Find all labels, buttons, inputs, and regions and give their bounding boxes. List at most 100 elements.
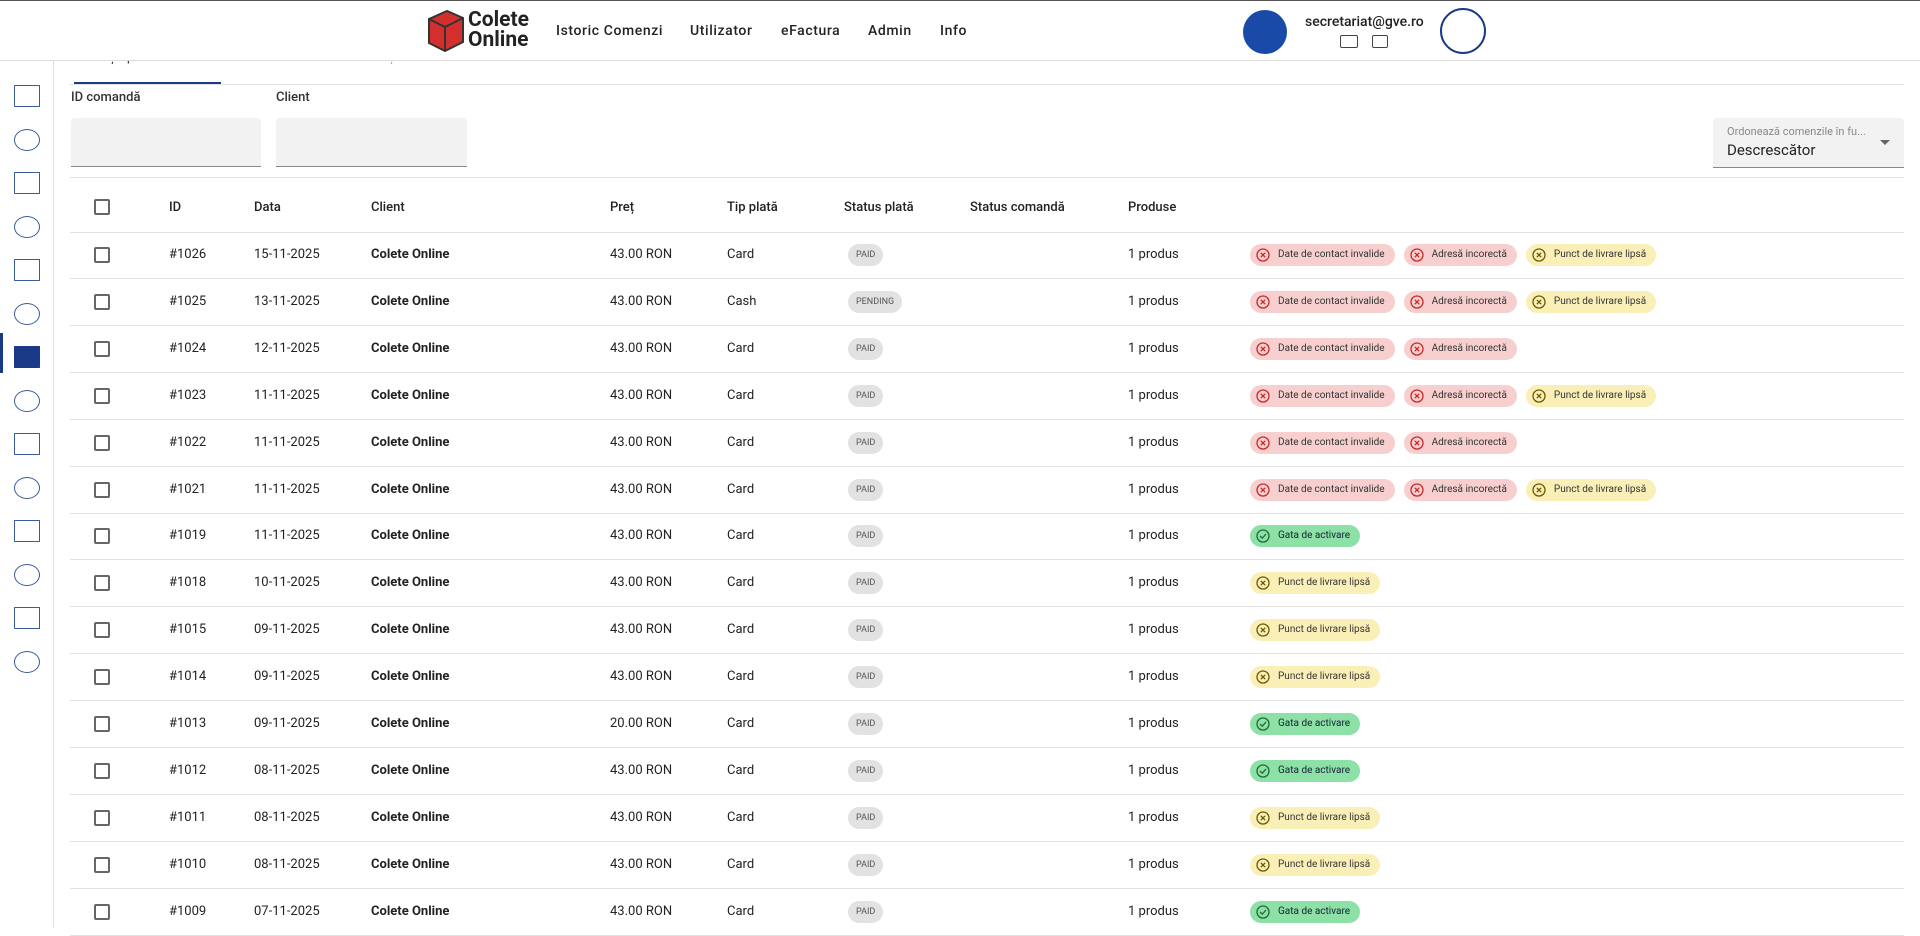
tab-indicator	[74, 82, 221, 84]
cell-date: 11-11-2025	[254, 387, 320, 403]
active-indicator	[0, 333, 3, 373]
sidebar-icon[interactable]	[14, 128, 40, 151]
row-checkbox[interactable]	[94, 293, 110, 310]
sidebar-icon[interactable]	[14, 172, 40, 194]
sidebar-icon[interactable]	[14, 85, 40, 107]
cell-price: 43.00 RON	[610, 528, 673, 544]
row-checkbox[interactable]	[94, 481, 110, 498]
divider	[70, 177, 1904, 178]
sidebar-icon[interactable]	[14, 607, 40, 629]
row-checkbox[interactable]	[94, 903, 110, 920]
tag-icon	[1409, 389, 1424, 403]
cell-products: 1 produs	[1128, 762, 1179, 778]
sidebar-icon[interactable]	[14, 302, 40, 325]
row-checkbox[interactable]	[94, 387, 110, 404]
status-tag: Adresă incorectă	[1403, 337, 1517, 360]
cell-price: 43.00 RON	[610, 387, 673, 403]
cell-price: 43.00 RON	[610, 622, 673, 638]
status-tag: Date de contact invalide	[1250, 478, 1395, 501]
column-header: Status comandă	[970, 200, 1065, 215]
column-header: Client	[371, 200, 405, 215]
sidebar-icon[interactable]	[14, 563, 40, 586]
sidebar-icon[interactable]	[14, 259, 40, 281]
cell-payment: Card	[727, 669, 755, 685]
row-checkbox[interactable]	[94, 528, 110, 545]
sidebar-icon[interactable]	[14, 476, 40, 499]
cell-date: 12-11-2025	[254, 340, 320, 356]
payment-status: PENDING	[848, 290, 903, 313]
payment-status: PAID	[848, 666, 884, 689]
column-header: Produse	[1128, 200, 1177, 215]
row-checkbox[interactable]	[94, 669, 110, 686]
tag-icon	[1256, 482, 1270, 497]
cell-date: 09-11-2025	[254, 669, 320, 685]
payment-status: PAID	[848, 713, 884, 735]
cell-client: Colete Online	[371, 340, 450, 356]
cell-products: 1 produs	[1128, 669, 1179, 685]
sort-select[interactable]: Ordonează comenzile în fu... Descrescător	[1713, 118, 1904, 168]
payment-status: PAID	[848, 806, 884, 829]
sidebar-icon[interactable]	[14, 346, 40, 368]
cell-products: 1 produs	[1128, 340, 1179, 356]
select-label: Ordonează comenzile în fu...	[1727, 125, 1866, 138]
nav-link[interactable]: eFactura	[781, 23, 841, 39]
tag-icon	[1256, 248, 1270, 262]
id-input[interactable]	[71, 118, 261, 167]
status-tag: Adresă incorectă	[1403, 431, 1517, 454]
avatar[interactable]	[1440, 8, 1486, 54]
cell-id: #1022	[169, 434, 207, 450]
icon[interactable]	[1340, 35, 1358, 48]
row-checkbox[interactable]	[94, 856, 110, 873]
row-checkbox[interactable]	[94, 575, 110, 592]
row-checkbox[interactable]	[94, 434, 110, 451]
row-line	[70, 324, 1904, 326]
cell-client: Colete Online	[371, 903, 450, 919]
cell-date: 08-11-2025	[254, 762, 320, 778]
cell-products: 1 produs	[1128, 622, 1179, 638]
cell-price: 43.00 RON	[610, 340, 673, 356]
status-tag: Gata de activare	[1250, 713, 1361, 735]
cell-products: 1 produs	[1128, 434, 1179, 450]
row-checkbox[interactable]	[94, 247, 110, 263]
tag-icon	[1256, 342, 1270, 356]
cell-payment: Card	[727, 528, 755, 544]
icon[interactable]	[1372, 35, 1388, 48]
sidebar-icon[interactable]	[14, 215, 40, 238]
row-line	[70, 887, 1904, 889]
tag-icon	[1256, 717, 1270, 731]
row-checkbox[interactable]	[94, 809, 110, 826]
sidebar-icon[interactable]	[14, 520, 40, 542]
cell-client: Colete Online	[371, 622, 450, 638]
sidebar-icon[interactable]	[14, 433, 40, 455]
row-checkbox[interactable]	[94, 622, 110, 639]
brand-line: Online	[468, 28, 529, 52]
cell-id: #1009	[169, 903, 207, 919]
cell-price: 43.00 RON	[610, 575, 673, 591]
sidebar-icon[interactable]	[14, 650, 40, 673]
cell-price: 43.00 RON	[610, 762, 673, 778]
tag-icon	[1409, 342, 1424, 356]
payment-status: PAID	[848, 759, 884, 782]
payment-status: PAID	[848, 525, 884, 548]
nav-link[interactable]: Utilizator	[690, 23, 753, 39]
cell-payment: Card	[727, 856, 755, 872]
cell-products: 1 produs	[1128, 247, 1179, 262]
nav-link[interactable]: Info	[940, 23, 968, 39]
tag-icon	[1256, 529, 1270, 544]
row-checkbox[interactable]	[94, 716, 110, 732]
row-checkbox[interactable]	[94, 340, 110, 357]
cell-id: #1010	[169, 856, 207, 872]
row-line	[70, 512, 1904, 514]
shop-button[interactable]	[1243, 10, 1287, 54]
client-input[interactable]	[276, 118, 467, 167]
cell-payment: Cash	[727, 293, 757, 309]
nav-link[interactable]: Istoric Comenzi	[556, 23, 664, 39]
nav-link[interactable]: Admin	[868, 23, 912, 39]
sidebar-icon[interactable]	[14, 389, 40, 412]
user-email: secretariat@gve.ro	[1305, 14, 1424, 30]
row-checkbox[interactable]	[94, 762, 110, 779]
brand-line: Colete	[468, 8, 529, 32]
select-all-checkbox[interactable]	[94, 199, 110, 215]
cell-price: 43.00 RON	[610, 481, 673, 497]
cell-payment: Card	[727, 481, 755, 497]
